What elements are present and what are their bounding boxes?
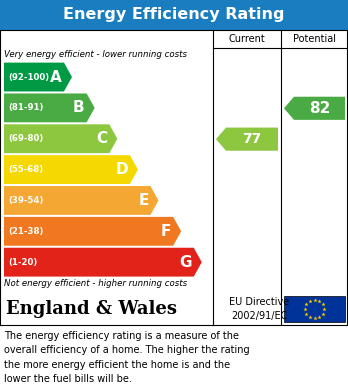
Polygon shape	[4, 186, 158, 215]
Text: Current: Current	[229, 34, 266, 44]
Polygon shape	[4, 124, 117, 153]
Polygon shape	[216, 127, 278, 151]
Polygon shape	[4, 93, 95, 122]
Text: G: G	[179, 255, 192, 270]
Bar	[284, 296, 345, 322]
Polygon shape	[4, 217, 181, 246]
Text: C: C	[96, 131, 107, 146]
Text: England & Wales: England & Wales	[6, 300, 177, 318]
Text: EU Directive
2002/91/EC: EU Directive 2002/91/EC	[229, 298, 289, 321]
Text: Not energy efficient - higher running costs: Not energy efficient - higher running co…	[4, 279, 187, 288]
Text: (1-20): (1-20)	[8, 258, 37, 267]
Text: (92-100): (92-100)	[8, 72, 49, 82]
Text: Potential: Potential	[293, 34, 336, 44]
Text: The energy efficiency rating is a measure of the
overall efficiency of a home. T: The energy efficiency rating is a measur…	[4, 331, 250, 384]
Text: B: B	[73, 100, 85, 115]
Text: Very energy efficient - lower running costs: Very energy efficient - lower running co…	[4, 50, 187, 59]
Text: (21-38): (21-38)	[8, 227, 44, 236]
Text: 77: 77	[242, 132, 262, 146]
Text: (55-68): (55-68)	[8, 165, 43, 174]
Text: 82: 82	[309, 101, 330, 116]
Text: (81-91): (81-91)	[8, 103, 44, 112]
Text: D: D	[115, 162, 128, 177]
Text: E: E	[138, 193, 149, 208]
Text: A: A	[50, 70, 62, 84]
Text: (39-54): (39-54)	[8, 196, 44, 205]
Text: (69-80): (69-80)	[8, 134, 43, 143]
Polygon shape	[4, 63, 72, 91]
Polygon shape	[4, 248, 202, 276]
Polygon shape	[284, 97, 345, 120]
Bar	[0, 0, 348, 30]
Text: F: F	[161, 224, 171, 239]
Text: Energy Efficiency Rating: Energy Efficiency Rating	[63, 7, 285, 23]
Polygon shape	[4, 155, 138, 184]
